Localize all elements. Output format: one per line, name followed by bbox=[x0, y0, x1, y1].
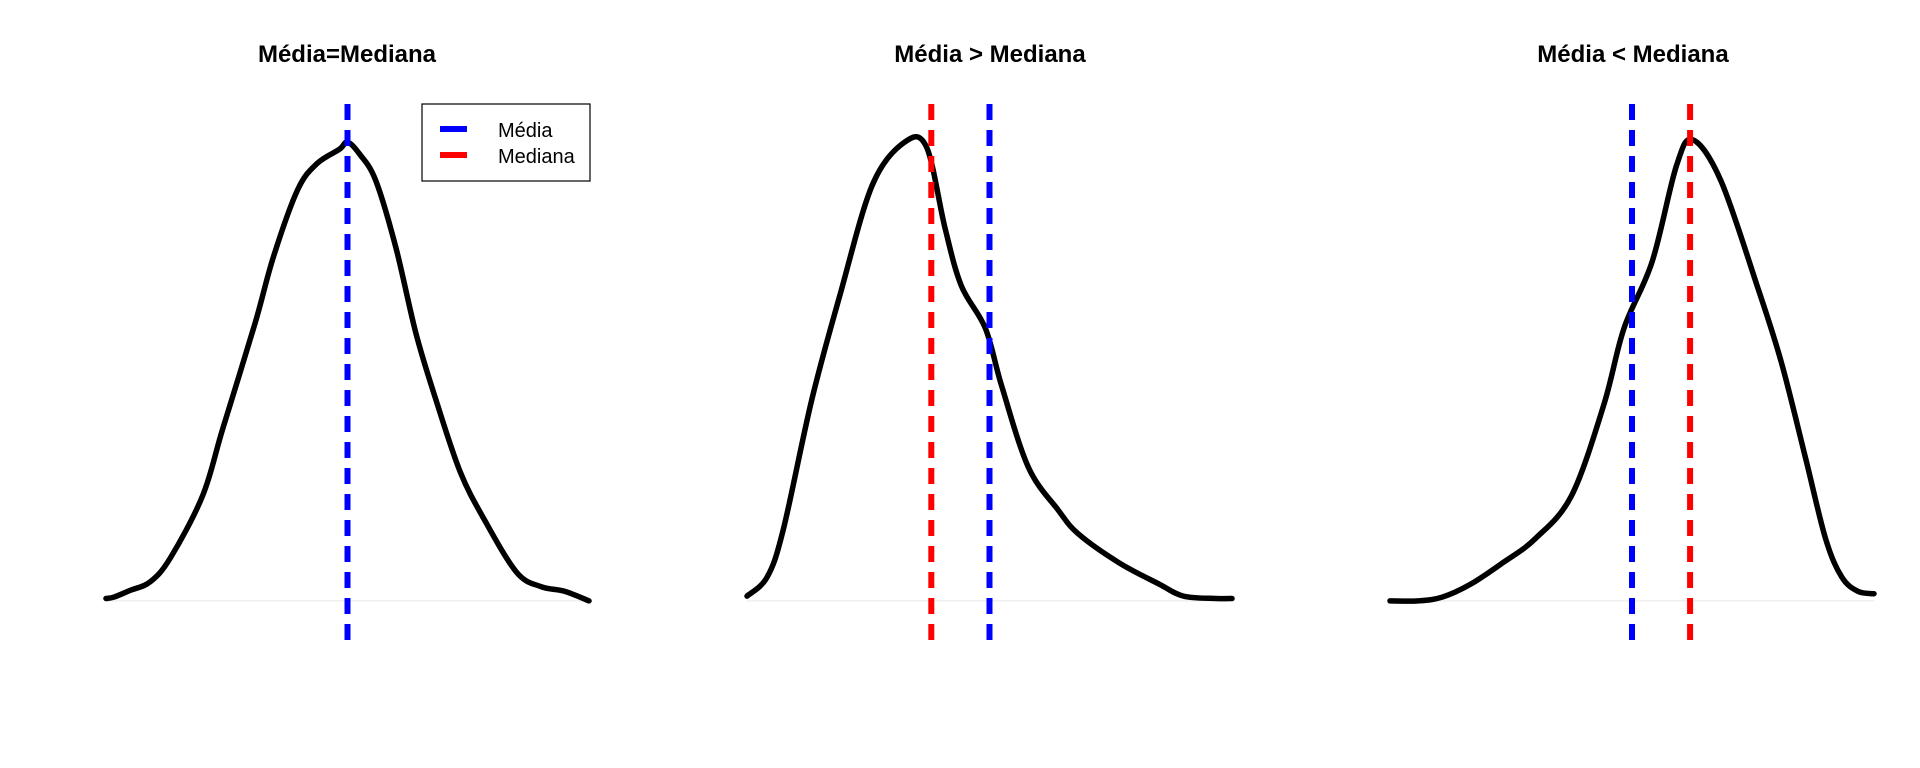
legend: Média Mediana bbox=[421, 103, 591, 182]
legend-median-label: Mediana bbox=[498, 146, 576, 168]
panel-mean-equals-median: Média=Mediana Média Mediana bbox=[103, 41, 592, 640]
panel-mean-greater-than-median: Média > Mediana bbox=[744, 41, 1235, 640]
panel-title: Média > Mediana bbox=[894, 41, 1086, 68]
legend-box bbox=[421, 103, 591, 182]
panel-title: Média=Mediana bbox=[258, 41, 437, 68]
panel-mean-less-than-median: Média < Mediana bbox=[1387, 41, 1877, 640]
density-curve bbox=[1387, 136, 1877, 604]
density-curve bbox=[103, 139, 592, 604]
panel-title: Média < Mediana bbox=[1537, 41, 1729, 68]
legend-mean-label: Média bbox=[498, 120, 553, 142]
density-curve bbox=[744, 134, 1235, 602]
